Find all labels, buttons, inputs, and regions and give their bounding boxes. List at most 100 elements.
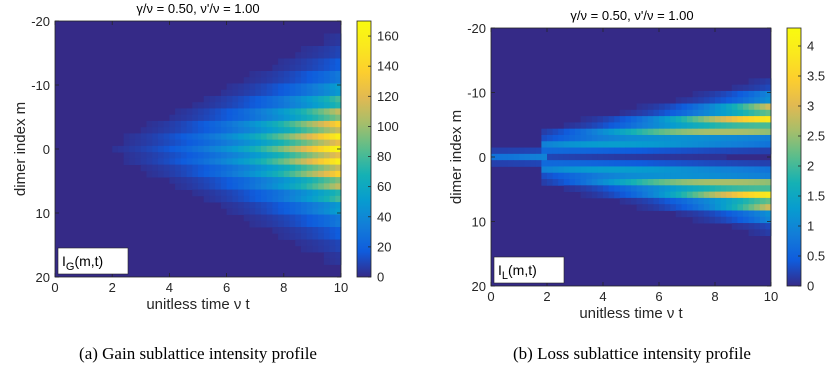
heatmap-cell	[748, 179, 755, 186]
heatmap-cell	[255, 133, 262, 141]
heatmap-cell	[731, 109, 738, 117]
heatmap-cell	[743, 84, 749, 92]
heatmap-cell	[748, 109, 755, 117]
heatmap-cell	[283, 64, 290, 72]
heatmap-cell	[323, 220, 330, 228]
heatmap-cell	[198, 189, 205, 197]
heatmap-cell	[636, 103, 643, 111]
heatmap-cell	[636, 134, 643, 142]
heatmap-cell	[692, 147, 699, 155]
heatmap-cell	[180, 145, 187, 153]
heatmap-cell	[335, 120, 342, 128]
heatmap-cell	[135, 145, 142, 153]
heatmap-cell	[675, 166, 682, 174]
heatmap-cell	[698, 197, 705, 205]
heatmap-cell	[743, 160, 749, 167]
heatmap-cell	[283, 152, 290, 159]
heatmap-cell	[323, 45, 330, 53]
heatmap-cell	[608, 128, 615, 136]
heatmap-cell	[289, 177, 296, 184]
heatmap-cell	[260, 70, 268, 78]
heatmap-cell	[312, 202, 319, 209]
heatmap-cell	[215, 108, 222, 116]
heatmap-cell	[318, 220, 325, 228]
heatmap-cell	[329, 202, 336, 209]
heatmap-cell	[675, 185, 682, 193]
heatmap-cell	[619, 153, 626, 161]
heatmap-cell	[647, 122, 654, 130]
heatmap-cell	[335, 102, 342, 109]
heatmap-cell	[737, 223, 744, 230]
heatmap-cell	[140, 152, 147, 159]
heatmap-cell	[295, 227, 302, 234]
heatmap-cell	[687, 197, 693, 205]
heatmap-cell	[203, 195, 210, 203]
heatmap-cell	[318, 177, 325, 184]
heatmap-cell	[300, 52, 308, 59]
heatmap-cell	[625, 153, 632, 161]
heatmap-cell	[563, 141, 570, 148]
heatmap-cell	[283, 89, 290, 97]
heatmap-cell	[329, 145, 336, 153]
heatmap-cell	[625, 141, 632, 148]
heatmap-cell	[625, 134, 632, 142]
heatmap-cell	[249, 95, 256, 103]
heatmap-cell	[306, 95, 313, 103]
heatmap-cell	[754, 160, 761, 167]
heatmap-cell	[636, 185, 643, 193]
heatmap-cell	[703, 166, 710, 174]
heatmap-cell	[653, 147, 660, 155]
heatmap-cell	[312, 120, 319, 128]
heatmap-cell	[300, 220, 308, 228]
heatmap-cell	[323, 239, 330, 247]
heatmap-cell	[278, 233, 285, 240]
heatmap-cell	[631, 147, 637, 155]
heatmap-cell	[737, 122, 744, 130]
heatmap-cell	[295, 102, 302, 109]
heatmap-cell	[692, 109, 699, 117]
heatmap-cell	[681, 160, 688, 167]
heatmap-cell	[664, 166, 671, 174]
heatmap-cell	[580, 172, 587, 180]
heatmap-cell	[329, 89, 336, 97]
heatmap-cell	[687, 116, 693, 123]
heatmap-cell	[312, 52, 319, 59]
colorbar-tick-label: 0	[807, 279, 814, 294]
heatmap-cell	[329, 83, 336, 91]
heatmap-cell	[215, 133, 222, 141]
heatmap-cell	[278, 102, 285, 109]
heatmap-cell	[180, 170, 187, 178]
heatmap-cell	[226, 95, 233, 103]
heatmap-cell	[272, 120, 279, 128]
heatmap-cell	[232, 120, 239, 128]
heatmap-cell	[692, 122, 699, 130]
heatmap-cell	[163, 139, 170, 147]
heatmap-cell	[720, 172, 727, 180]
y-tick-label: -10	[467, 86, 486, 101]
heatmap-cell	[329, 114, 336, 122]
y-axis-label: dimer index m	[12, 102, 29, 196]
heatmap-cell	[249, 120, 256, 128]
heatmap-cell	[220, 139, 227, 147]
heatmap-cell	[169, 127, 176, 134]
heatmap-cell	[140, 139, 147, 147]
heatmap-cell	[765, 223, 772, 230]
heatmap-cell	[335, 89, 342, 97]
colorbar-tick-label: 2	[807, 159, 814, 174]
heatmap-cell	[625, 128, 632, 136]
heatmap-cell	[687, 153, 693, 161]
heatmap-cell	[249, 177, 256, 184]
heatmap-cell	[737, 185, 744, 193]
heatmap-cell	[541, 172, 548, 180]
heatmap-cell	[295, 183, 302, 190]
heatmap-cell	[754, 122, 761, 130]
heatmap-cell	[323, 245, 330, 253]
heatmap-cell	[335, 139, 342, 147]
heatmap-cell	[580, 166, 587, 174]
heatmap-cell	[687, 147, 693, 155]
heatmap-cell	[318, 58, 325, 66]
heatmap-cell	[175, 127, 182, 134]
heatmap-cell	[547, 179, 553, 186]
heatmap-cell	[681, 172, 688, 180]
heatmap-cell	[157, 133, 165, 141]
